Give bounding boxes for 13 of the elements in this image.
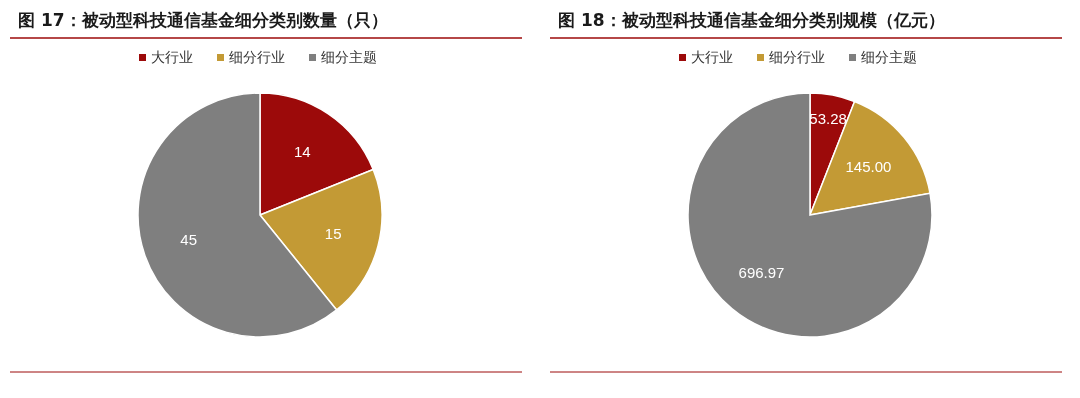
legend-label: 大行业 — [151, 49, 193, 65]
data-label: 45 — [180, 231, 198, 249]
legend-label: 细分主题 — [321, 49, 377, 65]
legend-label: 细分行业 — [769, 49, 825, 65]
legend-label: 细分行业 — [229, 49, 285, 65]
legend-label: 大行业 — [691, 49, 733, 65]
data-label: 696.97 — [738, 264, 785, 282]
data-label: 15 — [324, 225, 342, 243]
chart-title: 图 18：被动型科技通信基金细分类别规模（亿元） — [558, 10, 945, 30]
data-label: 14 — [294, 143, 311, 161]
chart-title: 图 17：被动型科技通信基金细分类别数量（只） — [18, 10, 388, 30]
data-label: 145.00 — [845, 157, 892, 175]
legend-label: 细分主题 — [861, 49, 917, 65]
